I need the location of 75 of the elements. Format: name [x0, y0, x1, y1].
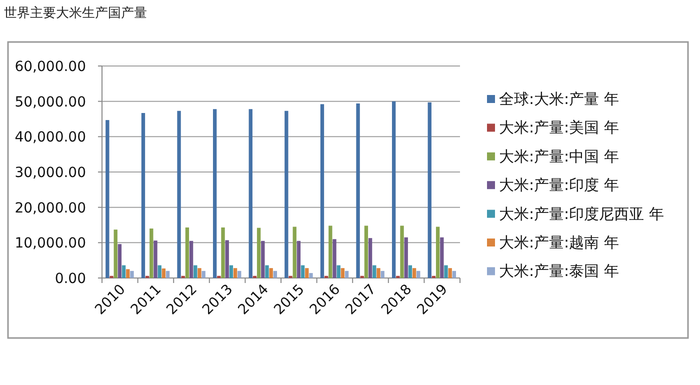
bar	[248, 109, 252, 278]
legend-label: 大米:产量:越南 年	[499, 234, 619, 252]
y-tick-label: 10,000.00	[14, 236, 86, 252]
bar	[416, 270, 420, 278]
bar	[309, 273, 313, 278]
bar	[229, 265, 234, 278]
bar	[344, 270, 349, 278]
bar	[221, 227, 225, 278]
bar	[118, 244, 122, 278]
bar	[452, 270, 456, 278]
bar	[256, 228, 261, 278]
bar	[328, 226, 332, 278]
bar	[130, 270, 134, 278]
bar	[265, 265, 269, 278]
bar	[212, 109, 217, 278]
bar	[332, 239, 336, 278]
bar	[336, 265, 340, 278]
bar	[408, 265, 412, 278]
chart-title: 世界主要大米生产国产量	[4, 5, 147, 21]
bar	[189, 240, 194, 278]
bar	[194, 265, 198, 278]
bar	[296, 240, 301, 278]
bar	[356, 103, 360, 278]
bar	[340, 268, 345, 278]
y-tick-label: 50,000.00	[14, 94, 86, 110]
bar	[428, 102, 432, 278]
bar	[114, 230, 118, 278]
bar	[380, 270, 384, 278]
bar	[225, 240, 229, 278]
bar	[305, 268, 309, 278]
bar	[154, 240, 158, 278]
legend-label: 全球:大米:产量 年	[499, 90, 619, 108]
bar	[106, 120, 110, 278]
bar	[284, 110, 288, 278]
bar	[269, 268, 273, 278]
legend-label: 大米:产量:印度尼西亚 年	[499, 204, 664, 223]
bar	[448, 268, 452, 278]
bar	[376, 268, 380, 278]
bar	[368, 238, 372, 278]
bar	[320, 104, 324, 278]
y-tick-label: 0.00	[54, 271, 86, 287]
bar	[122, 265, 126, 278]
bar	[273, 270, 278, 278]
legend-label: 大米:产量:泰国 年	[499, 262, 619, 280]
legend-label: 大米:产量:中国 年	[499, 147, 619, 166]
bar	[233, 268, 238, 278]
bar	[292, 226, 296, 278]
bar	[126, 269, 130, 278]
y-tick-label: 60,000.00	[14, 59, 86, 75]
y-tick-label: 30,000.00	[14, 165, 86, 181]
bar	[440, 237, 444, 278]
y-tick-label: 20,000.00	[14, 200, 86, 216]
bar	[238, 270, 242, 278]
bar	[400, 226, 404, 278]
y-tick-label: 40,000.00	[14, 130, 86, 146]
bar	[261, 240, 265, 278]
bar	[185, 227, 190, 278]
legend-label: 大米:产量:印度 年	[499, 176, 619, 194]
bar	[198, 268, 202, 278]
bar	[150, 228, 154, 278]
bar	[436, 226, 440, 278]
bar	[412, 268, 416, 278]
bar	[404, 237, 408, 278]
bar	[166, 270, 170, 278]
bar	[300, 265, 305, 278]
bar	[177, 110, 181, 278]
bar	[392, 101, 396, 278]
bar	[444, 265, 448, 278]
bar	[162, 268, 166, 278]
bar	[364, 226, 368, 278]
bar	[158, 265, 162, 278]
legend-label: 大米:产量:美国 年	[499, 118, 619, 137]
bar	[202, 270, 206, 278]
bar	[372, 265, 376, 278]
bar	[141, 112, 146, 278]
